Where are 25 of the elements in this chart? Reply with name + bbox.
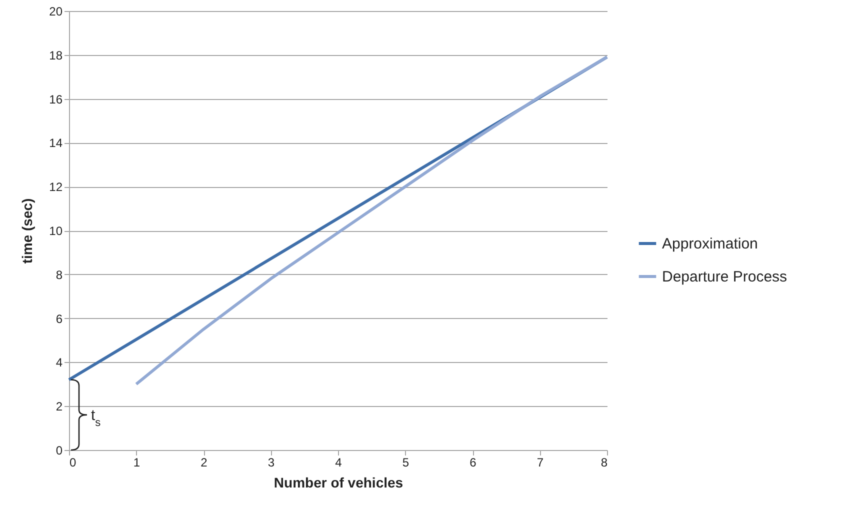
y-tick-label: 10	[49, 224, 63, 238]
x-tick-label: 3	[268, 456, 275, 470]
x-tick-label: 5	[402, 456, 410, 470]
y-tick-label: 8	[56, 268, 63, 282]
x-tick-label: 1	[133, 456, 140, 470]
x-tick-label: 8	[600, 456, 608, 470]
y-tick-label: 0	[56, 444, 63, 458]
y-tick-label: 20	[49, 4, 63, 18]
x-axis-title: Number of vehicles	[274, 474, 404, 490]
y-tick-label: 2	[56, 400, 63, 414]
y-tick-label: 12	[49, 180, 63, 194]
y-tick-label: 18	[49, 48, 63, 62]
y-tick-label: 14	[49, 136, 63, 150]
x-tick-label: 4	[335, 456, 342, 470]
y-tick-label: 6	[56, 312, 63, 326]
legend-label: Departure Process	[662, 268, 788, 286]
annotation: t$_{s}$	[91, 406, 102, 429]
x-tick-label: 7	[536, 456, 544, 470]
y-tick-label: 4	[56, 356, 63, 370]
legend-label: Approximation	[662, 236, 758, 252]
x-tick-label: 2	[200, 456, 208, 470]
y-axis-title: time (sec)	[19, 198, 36, 264]
x-tick-label: 0	[70, 456, 76, 470]
x-tick-label: 6	[470, 456, 477, 470]
y-tick-label: 16	[49, 92, 63, 106]
